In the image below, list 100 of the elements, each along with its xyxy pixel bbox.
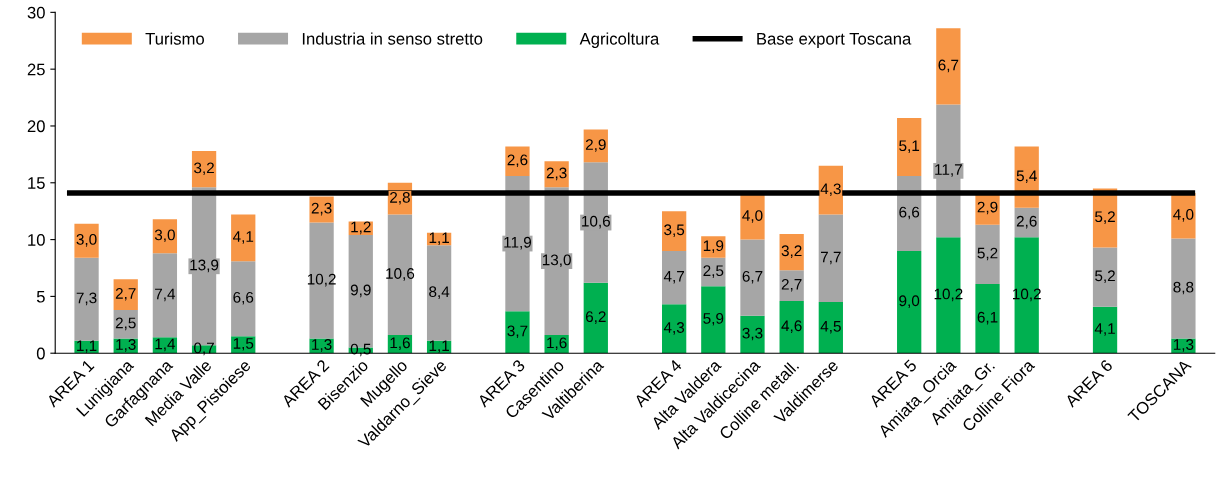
bar <box>387 214 413 336</box>
data-label: 8,8 <box>1173 281 1194 295</box>
bar <box>505 146 530 176</box>
data-label: 4,7 <box>663 271 684 284</box>
data-label: 2,8 <box>390 191 410 205</box>
bar <box>231 214 256 262</box>
data-label: 4,0 <box>742 210 763 223</box>
data-label: 1,5 <box>233 338 254 351</box>
bar <box>309 222 334 339</box>
bar <box>897 250 922 354</box>
data-label: 13,9 <box>190 259 219 273</box>
data-label: 1,1 <box>77 340 97 353</box>
data-label: 3,5 <box>664 224 685 237</box>
data-label: 1,3 <box>312 339 332 352</box>
bar <box>975 283 1000 354</box>
bar <box>1014 237 1039 354</box>
data-label: 0,7 <box>194 342 214 356</box>
data-label: 1,3 <box>1173 339 1194 352</box>
bar <box>152 253 178 338</box>
data-label: 2,6 <box>507 154 528 168</box>
data-label: 4,3 <box>663 322 685 335</box>
data-label: 5,1 <box>899 140 920 153</box>
data-label: 1,2 <box>351 221 371 235</box>
data-label: 4,6 <box>781 320 802 333</box>
data-label: 6,7 <box>938 59 959 73</box>
y-tick-label: 30 <box>27 6 45 19</box>
bar <box>779 233 804 271</box>
bar <box>897 118 922 176</box>
bar <box>936 28 961 105</box>
y-tick-label: 5 <box>36 290 45 303</box>
data-label: 5,2 <box>977 247 998 261</box>
bar <box>191 150 217 188</box>
data-label: 2,6 <box>1016 215 1037 229</box>
data-label: 3,2 <box>194 162 214 176</box>
data-label: 6,2 <box>585 311 606 324</box>
bar <box>701 286 726 354</box>
bar <box>309 196 334 223</box>
bar <box>505 311 530 354</box>
y-tick-label: 15 <box>28 177 45 189</box>
data-label: 11,7 <box>935 164 962 177</box>
data-label: 3,3 <box>742 327 763 341</box>
bar <box>231 261 256 337</box>
legend-label: Industria in senso stretto <box>302 32 483 45</box>
data-label: 11,9 <box>504 236 532 250</box>
data-label: 1,6 <box>390 337 410 351</box>
y-tick-label: 0 <box>36 347 45 360</box>
bar <box>975 224 1000 284</box>
data-label: 2,3 <box>311 202 332 216</box>
data-label: 10,2 <box>307 273 336 287</box>
bar <box>544 161 569 188</box>
bar <box>583 282 608 354</box>
data-label: 1,9 <box>703 240 724 253</box>
data-label: 2,5 <box>703 265 724 278</box>
data-label: 10,6 <box>582 215 610 229</box>
data-label: 1,4 <box>155 338 176 352</box>
data-label: 10,6 <box>386 268 415 281</box>
bar <box>818 214 843 303</box>
data-label: 1,1 <box>429 340 449 353</box>
bar <box>701 236 726 258</box>
bar <box>113 279 138 311</box>
bar <box>583 129 608 163</box>
y-tick-label: 20 <box>27 120 45 133</box>
data-label: 7,3 <box>76 292 97 306</box>
data-label: 3,0 <box>76 234 97 247</box>
bar <box>1171 238 1196 339</box>
data-label: 5,2 <box>1095 211 1115 224</box>
data-label: 6,7 <box>742 270 763 284</box>
data-label: 5,9 <box>703 312 724 326</box>
data-label: 6,6 <box>233 291 254 305</box>
data-label: 13,0 <box>542 254 571 268</box>
data-label: 3,7 <box>507 325 528 339</box>
data-label: 2,9 <box>585 139 606 152</box>
y-tick-label: 25 <box>27 63 45 76</box>
data-label: 4,3 <box>820 183 841 197</box>
bar <box>740 239 765 316</box>
bar <box>740 194 765 240</box>
data-label: 4,5 <box>820 321 841 334</box>
bar <box>662 250 687 305</box>
data-label: 1,6 <box>547 337 567 351</box>
data-label: 1,1 <box>429 232 449 245</box>
bar <box>740 315 765 354</box>
data-label: 3,0 <box>154 229 175 243</box>
data-label: 2,7 <box>781 278 802 292</box>
data-label: 2,7 <box>115 287 136 301</box>
data-label: 3,2 <box>781 245 802 258</box>
data-label: 8,4 <box>429 286 450 299</box>
data-label: 1,3 <box>116 339 136 352</box>
bar <box>1092 247 1118 307</box>
bar <box>152 219 178 254</box>
data-label: 7,4 <box>155 288 176 302</box>
bar <box>818 302 843 354</box>
bar <box>662 304 687 354</box>
data-label: 5,2 <box>1095 270 1115 283</box>
data-label: 4,1 <box>232 231 254 244</box>
data-label: 5,4 <box>1016 170 1037 183</box>
data-label: 6,6 <box>899 206 920 220</box>
data-label: 9,9 <box>350 284 371 298</box>
bar <box>74 223 99 258</box>
data-label: 4,1 <box>1094 323 1115 336</box>
bar <box>662 211 687 251</box>
